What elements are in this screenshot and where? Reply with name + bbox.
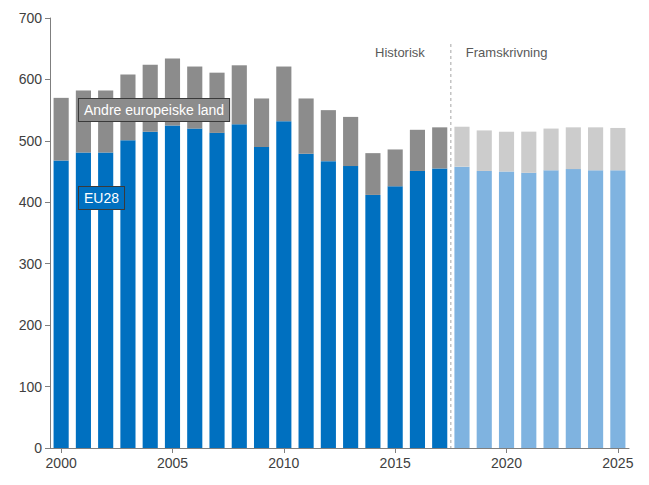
svg-text:2020: 2020 [491, 455, 522, 471]
svg-text:2025: 2025 [602, 455, 633, 471]
svg-text:0: 0 [34, 440, 42, 456]
svg-text:Andre europeiske land: Andre europeiske land [84, 102, 224, 118]
svg-text:600: 600 [19, 71, 43, 87]
svg-text:2005: 2005 [157, 455, 188, 471]
svg-text:200: 200 [19, 317, 43, 333]
svg-text:700: 700 [19, 10, 43, 26]
svg-text:2015: 2015 [380, 455, 411, 471]
svg-text:400: 400 [19, 194, 43, 210]
svg-text:Historisk: Historisk [375, 45, 425, 60]
svg-text:2000: 2000 [46, 455, 77, 471]
svg-text:EU28: EU28 [84, 190, 119, 206]
svg-text:500: 500 [19, 133, 43, 149]
svg-text:100: 100 [19, 379, 43, 395]
svg-text:2010: 2010 [268, 455, 299, 471]
svg-text:Framskrivning: Framskrivning [466, 45, 548, 60]
svg-text:300: 300 [19, 256, 43, 272]
